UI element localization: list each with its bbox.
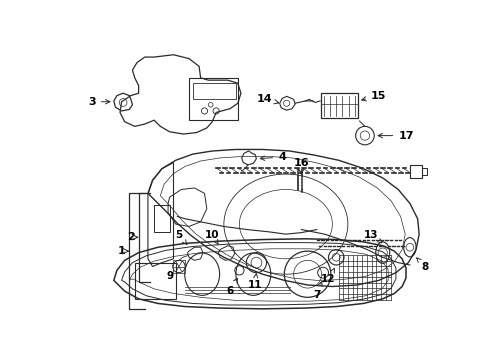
Text: 10: 10 <box>204 230 219 245</box>
Text: 4: 4 <box>260 152 285 162</box>
Text: 3: 3 <box>88 97 110 107</box>
Text: 14: 14 <box>256 94 278 104</box>
Text: 8: 8 <box>416 258 428 271</box>
Text: 5: 5 <box>175 230 186 244</box>
Text: 17: 17 <box>377 131 413 141</box>
Text: 2: 2 <box>127 232 135 242</box>
Text: 9: 9 <box>166 271 173 281</box>
Text: 6: 6 <box>226 278 237 296</box>
Text: 1: 1 <box>118 246 125 256</box>
Text: 11: 11 <box>247 274 262 291</box>
Text: 7: 7 <box>312 282 322 300</box>
Text: 13: 13 <box>363 230 381 243</box>
Text: 15: 15 <box>361 91 386 101</box>
Text: 16: 16 <box>293 158 308 167</box>
Text: 12: 12 <box>321 268 335 284</box>
